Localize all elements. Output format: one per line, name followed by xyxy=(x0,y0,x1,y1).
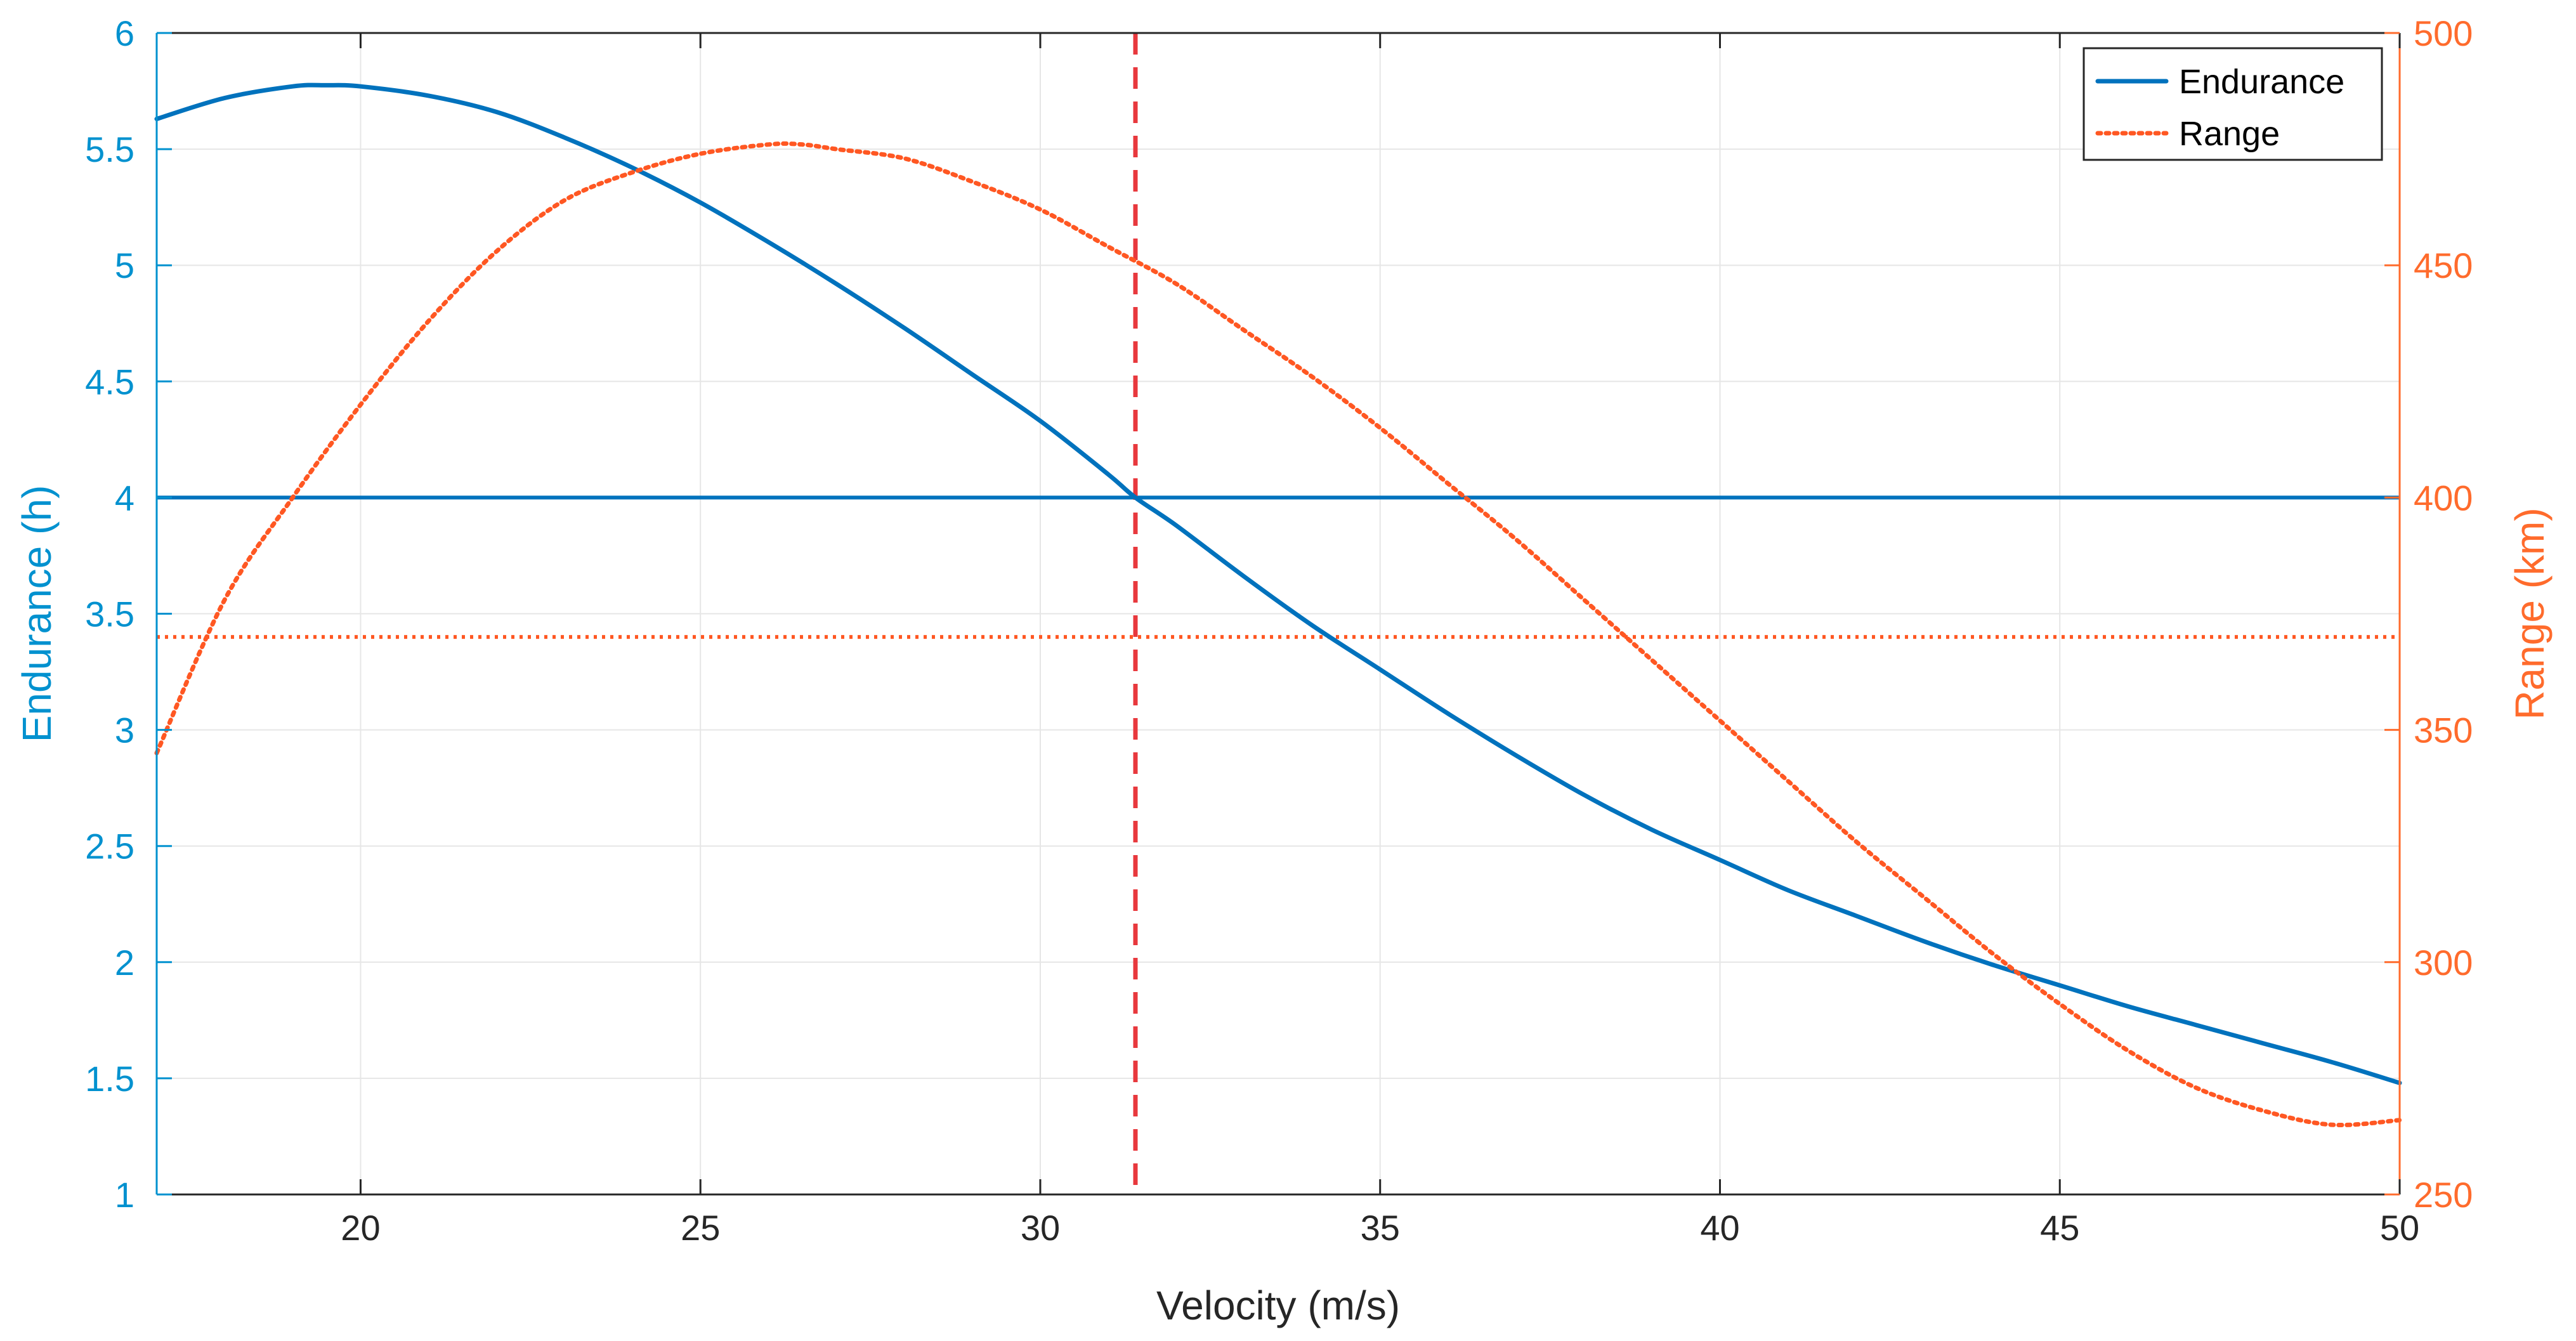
legend-label-endurance: Endurance xyxy=(2179,63,2344,101)
y-left-tick-label: 1.5 xyxy=(85,1059,134,1099)
grid xyxy=(157,32,2400,1195)
y-right-axis-title: Range (km) xyxy=(2507,507,2553,719)
y-right-tick-label: 450 xyxy=(2414,245,2473,285)
y-right-tick-label: 250 xyxy=(2414,1175,2473,1215)
x-tick-label: 35 xyxy=(1361,1208,1400,1248)
series-line-range xyxy=(154,141,2402,1128)
y-left-tick-label: 6 xyxy=(115,13,134,53)
y-left-tick-label: 4.5 xyxy=(85,362,134,402)
x-tick-label: 40 xyxy=(1700,1208,1739,1248)
legend-box xyxy=(2082,47,2383,161)
y-left-tick-label: 4 xyxy=(115,478,134,518)
y-right-tick-label: 400 xyxy=(2414,478,2473,518)
y-left-axis-title: Endurance (h) xyxy=(14,485,60,743)
axes: 20 25 30 35 40 45 50 1 1.5 2 2.5 3 3.5 4 4.5 5 5.5 6 250 30… xyxy=(14,13,2553,1328)
legend: Endurance Range xyxy=(2082,47,2383,161)
y-right-tick-label: 350 xyxy=(2414,710,2473,750)
y-left-tick-label: 3 xyxy=(115,710,134,750)
series-line-endurance xyxy=(154,82,2402,1085)
x-tick-label: 45 xyxy=(2040,1208,2079,1248)
legend-label-range: Range xyxy=(2179,115,2280,153)
y-right-tick-label: 500 xyxy=(2414,13,2473,53)
x-axis-title: Velocity (m/s) xyxy=(1156,1283,1400,1328)
x-tick-label: 50 xyxy=(2380,1208,2419,1248)
y-left-tick-label: 2.5 xyxy=(85,827,134,867)
y-left-tick-label: 2 xyxy=(115,943,134,983)
y-left-tick-label: 5 xyxy=(115,245,134,285)
series-lines xyxy=(154,82,2402,1128)
x-tick-label: 30 xyxy=(1021,1208,1060,1248)
y-left-tick-label: 5.5 xyxy=(85,129,134,169)
y-left-tick-label: 1 xyxy=(115,1175,134,1215)
x-tick-label: 25 xyxy=(681,1208,720,1248)
reference-lines xyxy=(157,33,2400,1194)
x-tick-label: 20 xyxy=(341,1208,380,1248)
y-left-tick-label: 3.5 xyxy=(85,594,134,634)
y-right-tick-label: 300 xyxy=(2414,943,2473,983)
